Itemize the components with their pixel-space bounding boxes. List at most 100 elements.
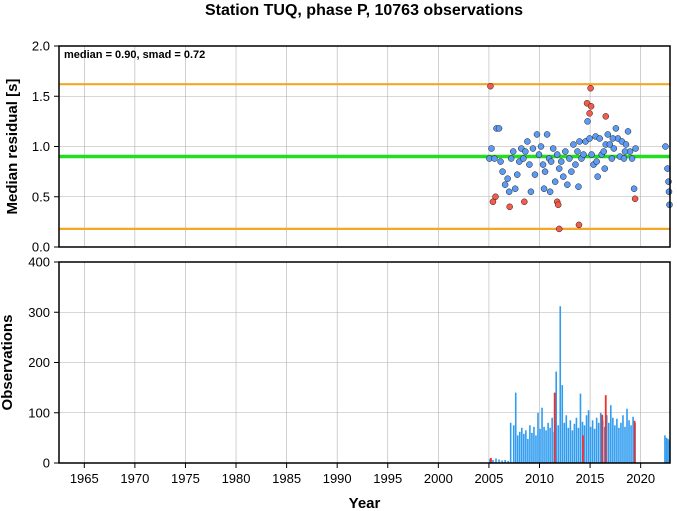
residual-point — [547, 158, 555, 165]
residual-point — [596, 135, 603, 142]
outlier-point — [587, 103, 595, 110]
observation-bar — [535, 435, 537, 463]
x-tick-label: 1980 — [222, 471, 251, 486]
observation-bar — [527, 438, 529, 463]
residual-point — [662, 143, 669, 150]
observation-bar — [610, 405, 612, 463]
residual-point — [600, 148, 607, 155]
x-tick-label: 2015 — [576, 471, 605, 486]
stats-annotation: median = 0.90, smad = 0.72 — [64, 49, 205, 61]
observation-bar — [525, 430, 527, 463]
residual-point — [622, 141, 630, 148]
residual-point — [527, 188, 535, 195]
outlier-point — [586, 110, 593, 117]
observation-bar — [507, 460, 509, 463]
residual-point — [560, 173, 567, 180]
observation-bar — [630, 425, 632, 463]
outlier-point — [492, 193, 499, 200]
outlier-bar — [604, 395, 607, 463]
x-tick-label: 1985 — [272, 471, 301, 486]
residual-point — [612, 125, 620, 132]
observation-bar — [595, 417, 598, 463]
residual-point — [572, 161, 579, 168]
residual-point — [576, 138, 583, 145]
residual-point — [628, 155, 636, 162]
observation-bar — [555, 371, 557, 463]
observation-bar — [612, 417, 614, 463]
year-x-ticks: 1965 1970 1975 1980 1985 1990 1995 2000 2005 2010… — [70, 463, 655, 486]
observation-bar — [492, 459, 494, 463]
outlier-point — [554, 201, 562, 209]
residual-point — [504, 175, 511, 182]
residual-point — [488, 145, 495, 152]
residual-point — [562, 148, 569, 155]
outlier-point — [631, 195, 639, 203]
observation-bar — [521, 427, 523, 463]
observation-bar — [583, 425, 586, 463]
residual-point — [514, 171, 521, 178]
observation-bar — [545, 430, 547, 463]
observation-bar — [599, 412, 602, 463]
outlier-point — [506, 203, 513, 211]
residual-point — [566, 155, 573, 162]
observation-bar — [665, 437, 668, 463]
chart-title: Station TUQ, phase P, 10763 observations — [205, 2, 523, 19]
observation-bar — [501, 460, 503, 463]
x-axis-label: Year — [349, 495, 381, 511]
y-tick-label: 400 — [28, 255, 50, 270]
y-tick-label: 0.5 — [32, 189, 50, 204]
residual-point — [606, 141, 614, 148]
observation-bar — [585, 415, 588, 463]
residual-point — [541, 168, 549, 175]
observation-bar — [518, 431, 521, 463]
residual-point — [540, 185, 548, 192]
residual-point — [665, 188, 673, 195]
residual-point — [551, 178, 559, 185]
outlier-bar — [553, 392, 556, 463]
observations-y-ticks: 0 100 200 300 400 — [28, 255, 59, 471]
y-tick-label: 300 — [28, 305, 50, 320]
residual-point — [584, 118, 591, 125]
observation-bar — [565, 415, 568, 463]
observation-bar — [605, 415, 608, 463]
observation-bar — [624, 426, 626, 463]
observation-bar — [607, 422, 610, 463]
residual-point — [586, 135, 593, 142]
outlier-point — [521, 198, 528, 206]
observation-bar — [495, 458, 497, 463]
observation-bar — [509, 422, 512, 463]
residual-point — [539, 161, 547, 168]
residual-point — [558, 158, 565, 165]
y-tick-label: 100 — [28, 405, 50, 420]
residual-point — [568, 168, 575, 175]
residual-point — [564, 181, 571, 188]
residual-point — [509, 148, 517, 155]
y-tick-label: 1.5 — [32, 89, 50, 104]
residual-point — [575, 183, 582, 190]
observation-bar — [575, 417, 578, 463]
outlier-bar — [490, 457, 492, 463]
residual-point — [491, 155, 498, 162]
residual-point — [520, 155, 527, 162]
residual-point — [601, 165, 609, 172]
observation-bar — [512, 425, 515, 463]
residual-point — [555, 165, 563, 172]
observation-bar — [516, 435, 519, 463]
y-tick-label: 0.0 — [32, 240, 50, 255]
x-tick-label: 2005 — [474, 471, 503, 486]
y-tick-label: 200 — [28, 355, 50, 370]
residual-grid — [59, 45, 670, 248]
observation-bar — [591, 420, 594, 463]
residual-point — [524, 138, 531, 145]
residual-point — [497, 158, 504, 165]
residual-point — [604, 131, 612, 138]
outlier-bar — [633, 420, 636, 463]
x-tick-label: 1975 — [171, 471, 200, 486]
outlier-point — [587, 84, 594, 92]
residual-point — [549, 145, 557, 152]
residual-point — [621, 148, 629, 155]
outlier-point — [555, 225, 563, 233]
residual-point — [543, 131, 551, 138]
y-tick-label: 0 — [43, 456, 50, 471]
residual-point — [501, 181, 509, 188]
